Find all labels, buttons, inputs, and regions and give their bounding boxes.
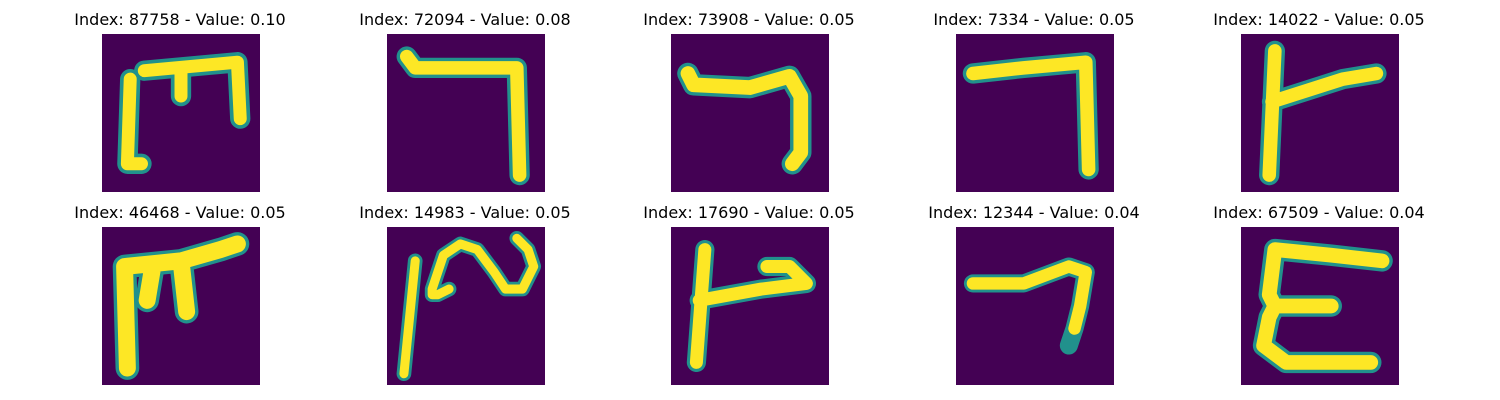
- glyph-image: [671, 34, 829, 192]
- panel-title: Index: 67509 - Value: 0.04: [1213, 203, 1425, 222]
- image-panel-6: Index: 46468 - Value: 0.05: [70, 193, 370, 385]
- glyph-image: [1241, 34, 1399, 192]
- image-panel-2: Index: 72094 - Value: 0.08: [355, 0, 655, 192]
- panel-title: Index: 14983 - Value: 0.05: [359, 203, 571, 222]
- image-panel-10: Index: 67509 - Value: 0.04: [1209, 193, 1500, 385]
- panel-title: Index: 72094 - Value: 0.08: [359, 10, 571, 29]
- glyph-strokes: [963, 257, 1095, 355]
- image-panel-1: Index: 87758 - Value: 0.10: [70, 0, 370, 192]
- glyph-strokes: [396, 46, 530, 186]
- glyph-strokes: [677, 62, 812, 175]
- panel-title: Index: 46468 - Value: 0.05: [74, 203, 286, 222]
- image-panel-4: Index: 7334 - Value: 0.05: [924, 0, 1224, 192]
- glyph-strokes: [1259, 40, 1387, 186]
- image-panel-3: Index: 73908 - Value: 0.05: [639, 0, 939, 192]
- glyph-image: [102, 34, 260, 192]
- glyph-strokes: [117, 52, 251, 174]
- panel-title: Index: 73908 - Value: 0.05: [643, 10, 855, 29]
- image-panel-9: Index: 12344 - Value: 0.04: [924, 193, 1224, 385]
- glyph-image: [387, 227, 545, 385]
- glyph-strokes: [396, 230, 542, 382]
- glyph-image: [956, 34, 1114, 192]
- glyph-strokes: [1252, 238, 1393, 374]
- glyph-image: [671, 227, 829, 385]
- glyph-image: [102, 227, 260, 385]
- panel-title: Index: 12344 - Value: 0.04: [928, 203, 1140, 222]
- panel-title: Index: 7334 - Value: 0.05: [933, 10, 1135, 29]
- image-panel-8: Index: 17690 - Value: 0.05: [639, 193, 939, 385]
- panel-title: Index: 14022 - Value: 0.05: [1213, 10, 1425, 29]
- panel-title: Index: 87758 - Value: 0.10: [74, 10, 286, 29]
- image-panel-5: Index: 14022 - Value: 0.05: [1209, 0, 1500, 192]
- glyph-strokes: [686, 239, 817, 373]
- image-panel-7: Index: 14983 - Value: 0.05: [355, 193, 655, 385]
- glyph-strokes: [112, 232, 250, 380]
- glyph-image: [1241, 227, 1399, 385]
- glyph-image: [387, 34, 545, 192]
- glyph-strokes: [962, 52, 1099, 180]
- panel-title: Index: 17690 - Value: 0.05: [643, 203, 855, 222]
- glyph-image: [956, 227, 1114, 385]
